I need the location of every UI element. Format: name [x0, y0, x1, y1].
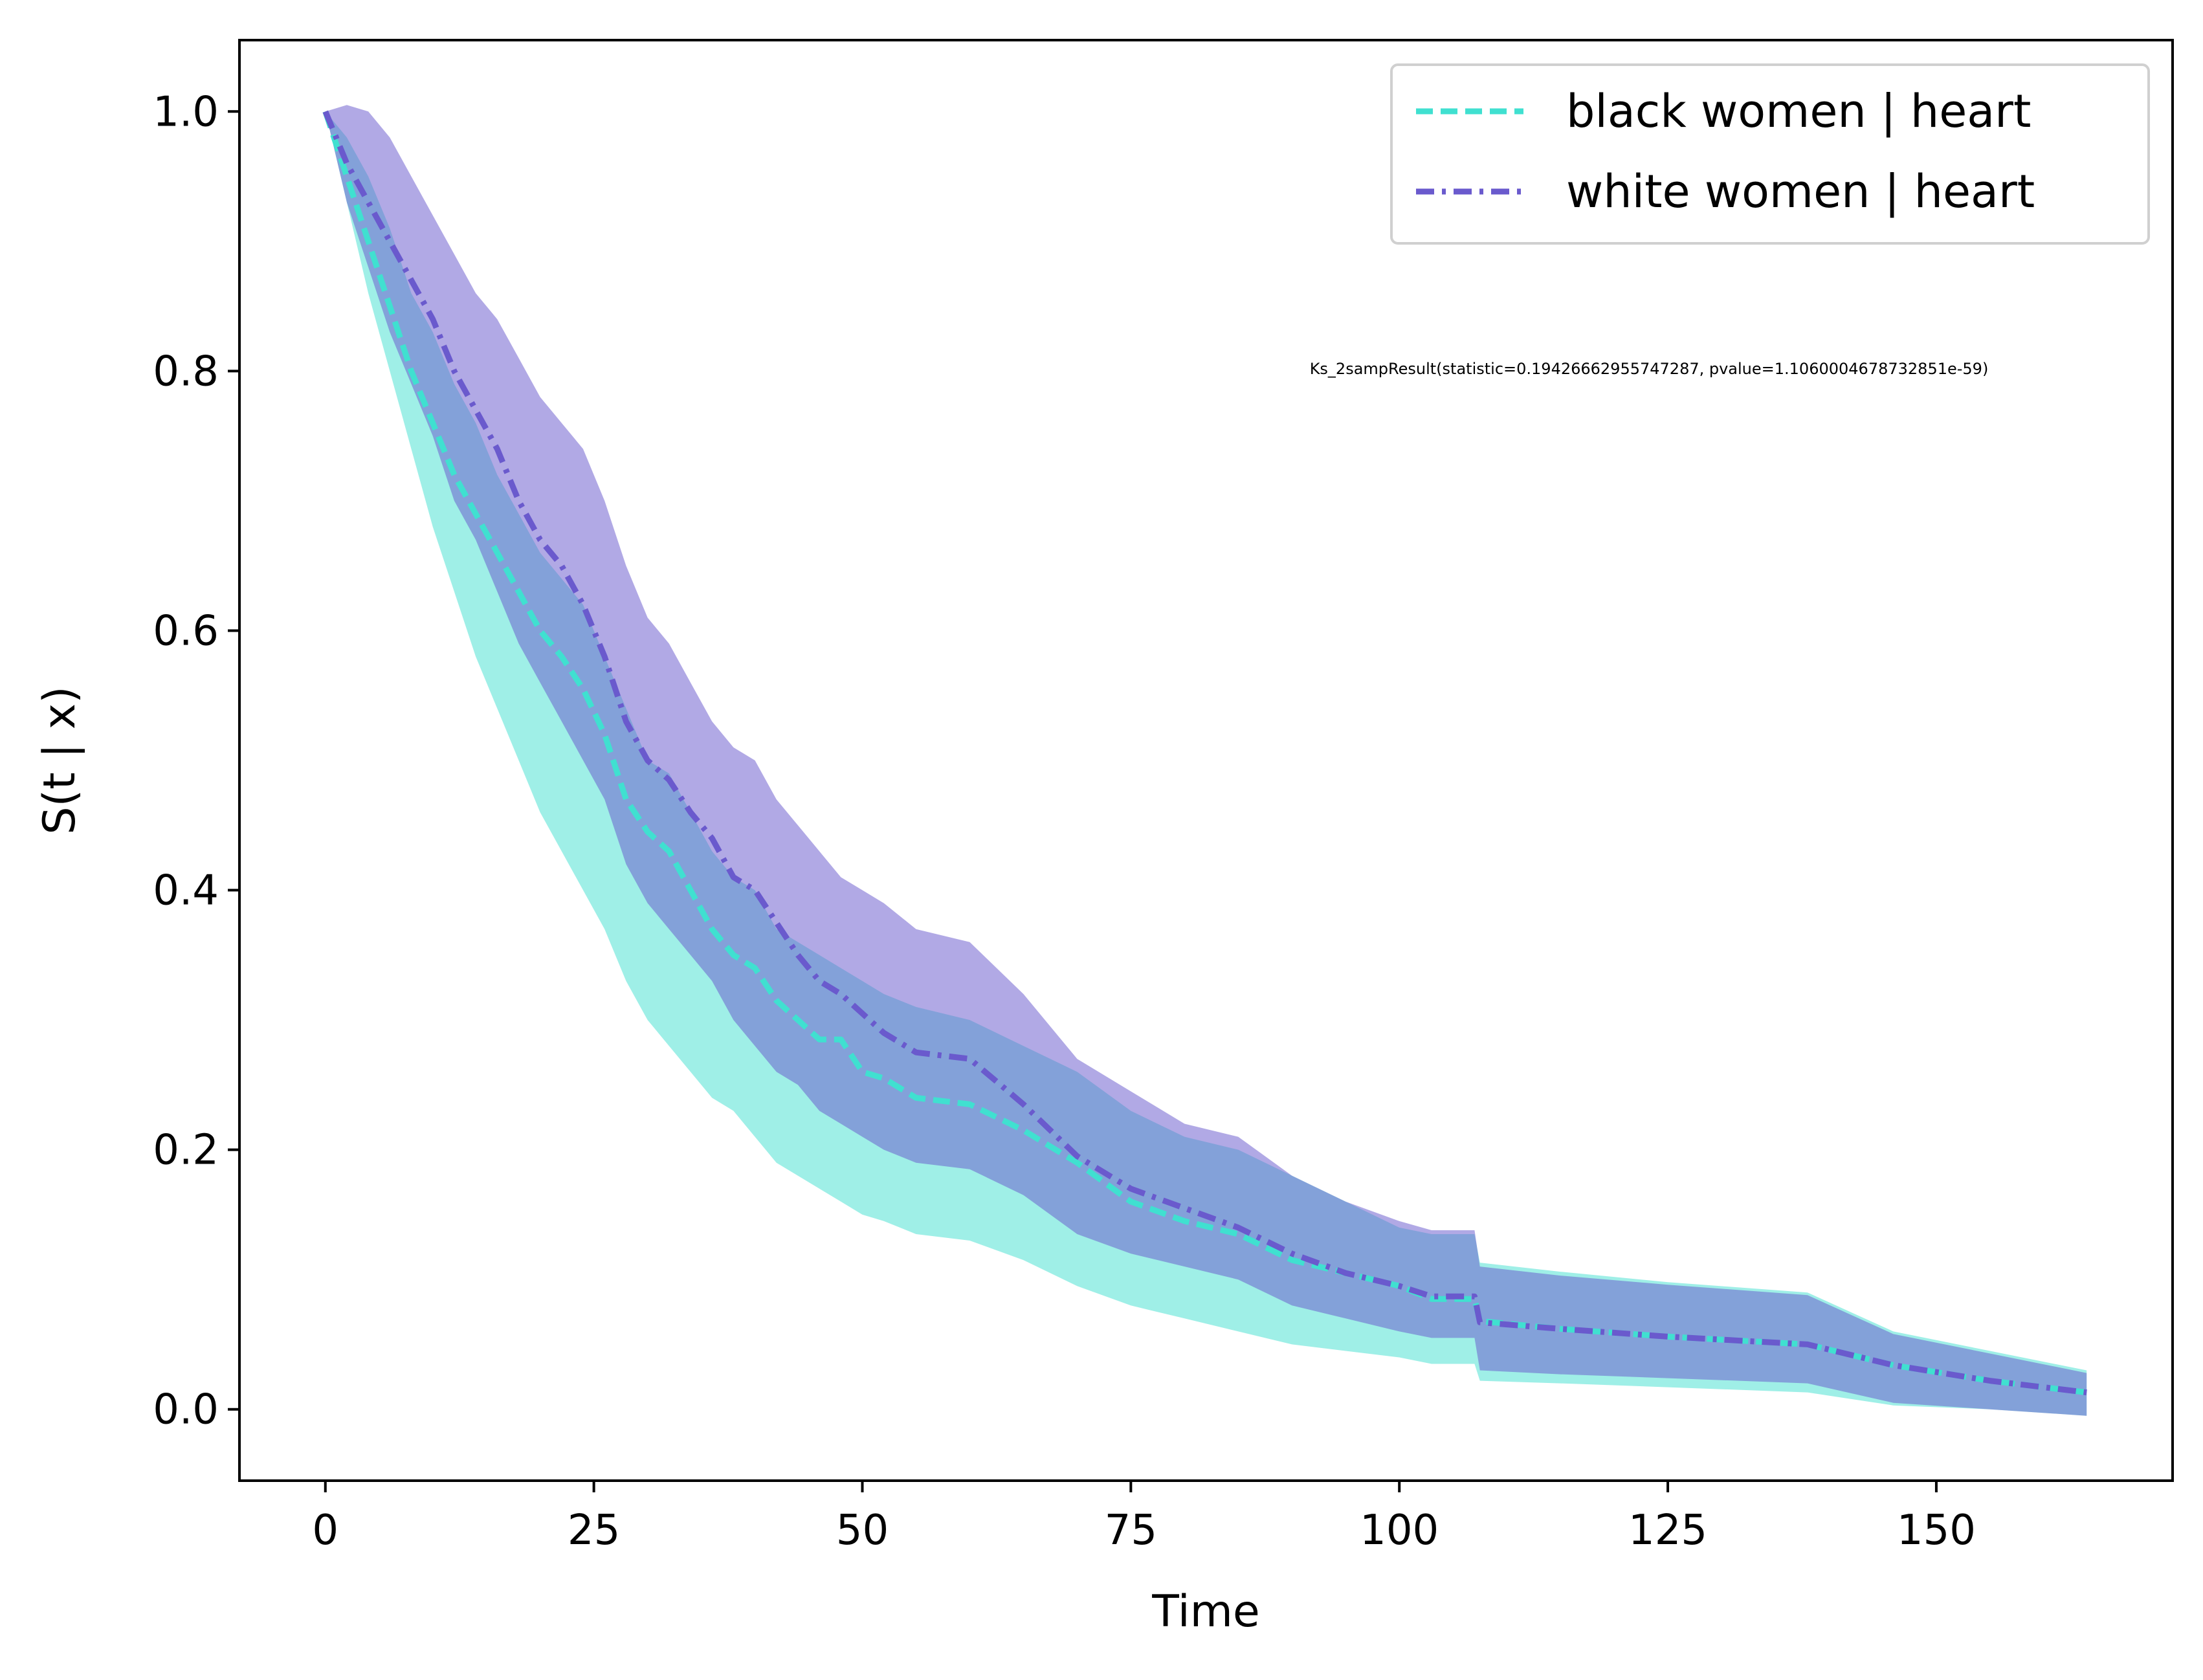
x-tick-label: 0: [312, 1507, 338, 1554]
y-tick-label: 0.2: [153, 1127, 219, 1175]
confidence-bands-layer: [325, 105, 2087, 1416]
x-axis-label: Time: [1151, 1586, 1259, 1637]
x-axis-ticks: 0 25 50 75 100 125 150: [312, 1481, 1976, 1554]
y-tick-label: 0.4: [153, 867, 219, 915]
survival-line-white-women: [322, 110, 2087, 1396]
legend: black women | heart white women | heart: [1390, 63, 2150, 245]
y-tick-label: 0.6: [153, 607, 219, 655]
y-tick-label: 1.0: [153, 88, 219, 136]
x-tick-label: 75: [1105, 1507, 1157, 1554]
confidence-band-white-women: [325, 105, 2087, 1416]
legend-box: [1390, 63, 2150, 245]
plot-frame: [238, 39, 2174, 1482]
x-tick-label: 150: [1897, 1507, 1976, 1554]
y-axis-ticks: 0.0 0.2 0.4 0.6 0.8 1.0: [153, 88, 239, 1434]
x-tick-label: 125: [1628, 1507, 1707, 1554]
survival-line-black-women: [322, 110, 2087, 1396]
x-tick-label: 100: [1360, 1507, 1439, 1554]
survival-lines-layer: [322, 110, 2087, 1396]
confidence-band-black-women: [325, 111, 2087, 1416]
x-tick-label: 25: [568, 1507, 620, 1554]
y-axis-label: S(t | x): [34, 686, 85, 834]
x-tick-label: 50: [836, 1507, 889, 1554]
ks-test-annotation: Ks_2sampResult(statistic=0.1942666295574…: [1310, 360, 1989, 378]
y-tick-label: 0.8: [153, 348, 219, 395]
legend-label-white-women: white women | heart: [1566, 165, 2035, 218]
y-tick-label: 0.0: [153, 1386, 219, 1434]
legend-label-black-women: black women | heart: [1566, 85, 2031, 138]
